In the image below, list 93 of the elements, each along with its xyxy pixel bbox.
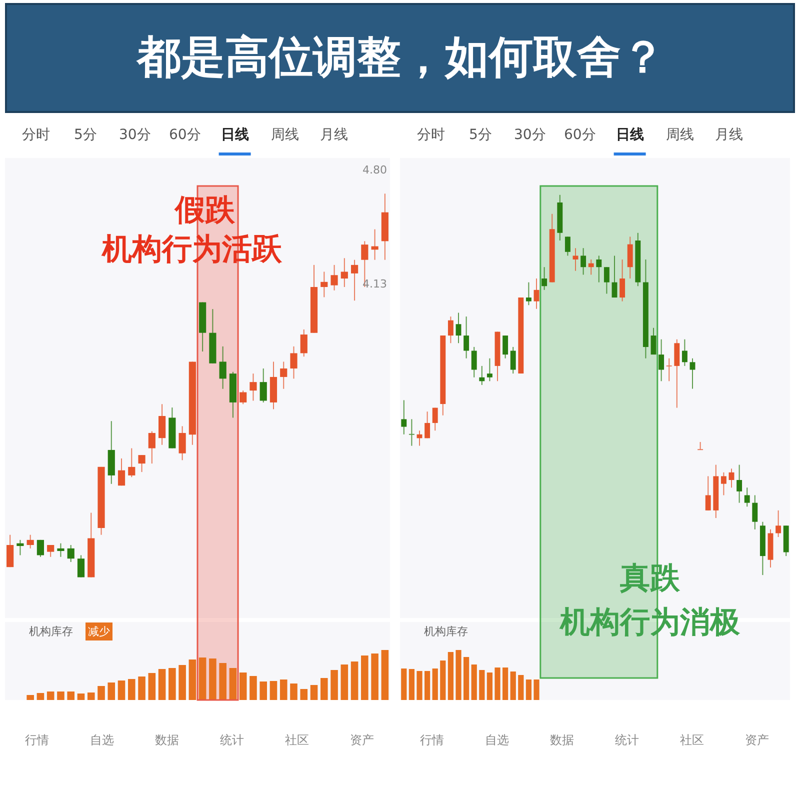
text: 分时 xyxy=(417,127,445,143)
bar xyxy=(526,680,532,700)
bar xyxy=(87,692,95,700)
bar xyxy=(424,671,430,700)
bar xyxy=(456,650,462,700)
bar xyxy=(280,680,288,700)
bar xyxy=(502,668,508,700)
text: 统计 xyxy=(220,733,244,747)
text: 5分 xyxy=(469,127,492,143)
bar xyxy=(479,670,485,700)
text: 月线 xyxy=(320,127,348,143)
bar xyxy=(57,692,64,700)
text: 周线 xyxy=(666,127,694,143)
text: 行情 xyxy=(25,733,49,747)
bar xyxy=(67,692,74,700)
bar xyxy=(178,665,186,700)
bar xyxy=(77,694,85,700)
candlestick xyxy=(697,441,704,450)
text: 减少 xyxy=(88,625,110,638)
bar xyxy=(128,679,136,700)
bar xyxy=(138,676,146,700)
text: 数据 xyxy=(155,733,179,747)
text: 60分 xyxy=(564,127,596,143)
bar xyxy=(408,669,415,700)
bar xyxy=(432,668,438,700)
bar xyxy=(229,668,237,700)
text: 统计 xyxy=(615,733,639,747)
candlestick xyxy=(408,418,415,446)
candlestick xyxy=(138,454,146,473)
bar xyxy=(518,675,524,700)
candlestick xyxy=(330,264,338,291)
bar xyxy=(340,664,348,700)
bar xyxy=(361,656,368,700)
bar xyxy=(168,668,176,700)
bar xyxy=(148,673,156,700)
text: 30分 xyxy=(119,127,151,143)
text: 日线 xyxy=(616,127,644,143)
bar xyxy=(46,692,54,700)
bar xyxy=(188,660,196,700)
bar xyxy=(463,657,470,700)
bar xyxy=(330,670,338,700)
bar xyxy=(440,660,446,700)
candlestick xyxy=(666,358,672,382)
text: 资产 xyxy=(350,733,374,747)
bar xyxy=(300,689,308,700)
bar xyxy=(260,682,267,700)
text: 自选 xyxy=(90,733,114,747)
bar xyxy=(158,669,166,700)
y-tick-label: 4.80 xyxy=(362,164,387,177)
bar xyxy=(118,680,126,700)
bar xyxy=(494,668,500,700)
candlestick xyxy=(250,373,257,402)
bar xyxy=(219,663,226,700)
bar xyxy=(108,682,116,700)
bar xyxy=(36,693,44,700)
bar xyxy=(250,676,257,700)
bar xyxy=(98,686,105,700)
chart-title: 都是高位调整，如何取舍？ xyxy=(136,32,665,83)
bar xyxy=(209,658,216,700)
text: 日线 xyxy=(221,127,249,143)
text: 60分 xyxy=(169,127,201,143)
text: 资产 xyxy=(745,733,769,747)
text: 数据 xyxy=(550,733,574,747)
candlestick xyxy=(98,466,105,536)
bar xyxy=(198,658,206,700)
bar xyxy=(381,650,389,700)
text: 5分 xyxy=(74,127,97,143)
text: 周线 xyxy=(271,127,299,143)
bar xyxy=(310,685,318,700)
bar xyxy=(371,654,378,700)
bar xyxy=(471,664,477,700)
y-axis-title: 机构库存 xyxy=(424,625,468,638)
bar xyxy=(239,672,247,700)
bar xyxy=(510,672,516,700)
text: 自选 xyxy=(485,733,509,747)
y-axis-title: 机构库存 xyxy=(29,625,73,638)
bar xyxy=(401,668,407,700)
candlestick xyxy=(290,346,298,380)
bar xyxy=(416,671,422,700)
text: 30分 xyxy=(514,127,546,143)
text: 分时 xyxy=(22,127,50,143)
bar xyxy=(270,681,278,700)
text: 行情 xyxy=(420,733,444,747)
bar xyxy=(486,672,493,700)
bar xyxy=(26,695,34,700)
text: 社区 xyxy=(680,733,704,747)
bar xyxy=(350,662,358,700)
text: 社区 xyxy=(285,733,309,747)
text: 月线 xyxy=(715,127,743,143)
bar xyxy=(320,678,328,700)
bar xyxy=(290,684,298,700)
bar xyxy=(534,680,540,700)
bar xyxy=(448,652,454,700)
